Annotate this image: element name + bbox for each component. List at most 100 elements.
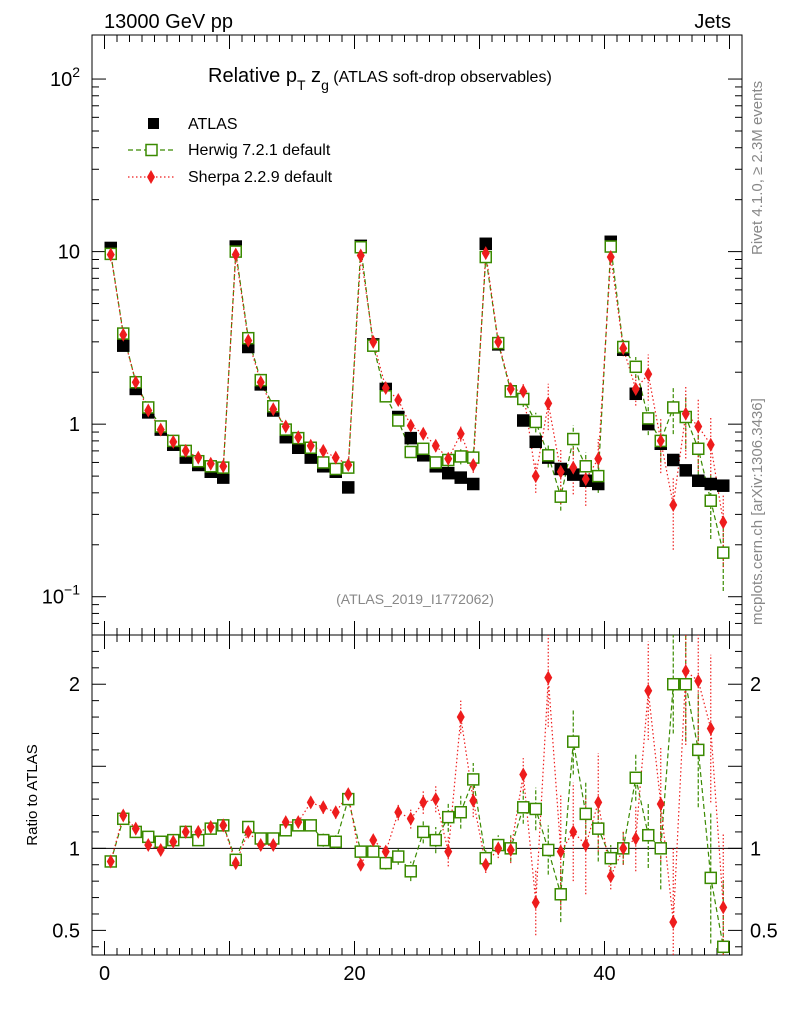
herwig-ratio-point: [329, 835, 342, 849]
sherpa-ratio-point: [194, 824, 203, 839]
sherpa-point: [669, 498, 678, 513]
herwig-point: [392, 414, 405, 427]
sherpa-point: [319, 443, 328, 458]
sherpa-point: [206, 456, 215, 471]
sherpa-point: [656, 433, 665, 448]
sherpa-ratio-point: [656, 797, 665, 812]
sherpa-ratio-point: [469, 793, 478, 808]
herwig-point: [554, 490, 567, 503]
sherpa-point: [331, 450, 340, 465]
sherpa-point: [581, 472, 590, 487]
sherpa-point: [556, 464, 565, 479]
sherpa-ratio-point: [619, 841, 628, 856]
mcplots-label: mcplots.cern.ch [arXiv:1306.3436]: [749, 398, 766, 625]
sherpa-ratio-point: [106, 854, 115, 869]
herwig-ratio-point: [317, 833, 330, 847]
sherpa-ratio-point: [344, 787, 353, 802]
sherpa-ratio-point: [531, 895, 540, 910]
sherpa-point: [344, 457, 353, 472]
atlas-point: [717, 479, 730, 492]
herwig-point: [429, 456, 442, 469]
legend-sherpa-marker: [147, 170, 155, 184]
sherpa-ratio-point: [494, 841, 503, 856]
herwig-ratio-point: [717, 940, 730, 954]
header-right: Jets: [694, 11, 731, 33]
ratio-tick-label-left: 0.5: [52, 920, 80, 942]
herwig-point: [454, 450, 467, 463]
sherpa-point: [131, 375, 140, 390]
legend-atlas-label: ATLAS: [188, 116, 238, 133]
sherpa-ratio-point: [319, 800, 328, 815]
y-tick-label: 102: [50, 64, 80, 91]
herwig-ratio-point: [467, 773, 480, 786]
sherpa-point: [156, 422, 165, 437]
legend: ATLAS Herwig 7.2.1 default Sherpa 2.2.9 …: [128, 116, 333, 186]
ratio-axis-label: Ratio to ATLAS: [24, 744, 41, 845]
ratio-tick-label-left: 2: [69, 674, 80, 696]
sherpa-point: [644, 367, 653, 382]
sherpa-ratio-point: [256, 838, 265, 853]
sherpa-ratio-point: [606, 869, 615, 884]
sherpa-ratio-line: [110, 669, 724, 923]
y-tick-label: 1: [69, 414, 80, 436]
sherpa-point: [431, 438, 440, 453]
sherpa-point: [406, 418, 415, 433]
herwig-ratio-point: [542, 843, 555, 857]
sherpa-ratio-point: [219, 818, 228, 833]
sherpa-ratio-point: [356, 857, 365, 872]
sherpa-point: [544, 396, 553, 411]
sherpa-ratio-point: [719, 900, 728, 915]
atlas-point: [442, 466, 455, 480]
sherpa-ratio-point: [281, 815, 290, 830]
sherpa-point: [706, 437, 715, 452]
sherpa-point: [256, 375, 265, 390]
atlas-point: [517, 414, 530, 427]
herwig-ratio-point: [454, 805, 467, 819]
sherpa-ratio-point: [706, 721, 715, 736]
x-tick-label: 20: [343, 963, 365, 985]
atlas-point: [529, 435, 542, 449]
header-left: 13000 GeV pp: [104, 11, 233, 33]
atlas-point: [454, 471, 467, 484]
sherpa-ratio-point: [169, 834, 178, 849]
herwig-ratio-point: [354, 845, 367, 858]
sherpa-point: [631, 381, 640, 396]
herwig-point: [629, 360, 642, 374]
sherpa-ratio-point: [144, 838, 153, 853]
herwig-ratio-point: [592, 822, 605, 835]
herwig-point: [667, 401, 680, 414]
sherpa-point: [294, 430, 303, 445]
ratio-tick-label-right: 2: [750, 674, 761, 696]
sherpa-ratio-point: [119, 808, 128, 823]
herwig-point: [692, 442, 705, 456]
sherpa-ratio-point: [431, 792, 440, 807]
sherpa-point: [231, 247, 240, 262]
herwig-ratio-point: [642, 828, 655, 842]
herwig-ratio-point: [529, 802, 542, 816]
herwig-ratio-point: [567, 735, 580, 748]
herwig-ratio-point: [604, 851, 617, 865]
herwig-ratio-point: [442, 810, 455, 824]
herwig-ratio-point: [579, 807, 592, 821]
herwig-ratio-point: [554, 888, 567, 901]
herwig-point: [417, 442, 430, 456]
sherpa-point: [106, 247, 115, 262]
herwig-ratio-point: [379, 856, 392, 870]
legend-herwig-marker: [145, 143, 158, 157]
legend-herwig-label: Herwig 7.2.1 default: [188, 142, 331, 159]
sherpa-point: [619, 341, 628, 356]
sherpa-ratio-point: [669, 915, 678, 930]
herwig-point: [592, 469, 605, 483]
sherpa-point: [481, 246, 490, 261]
sherpa-point: [469, 457, 478, 472]
sherpa-ratio-point: [181, 824, 190, 839]
atlas-point: [704, 477, 717, 491]
sherpa-ratio-point: [594, 795, 603, 810]
sherpa-point: [144, 403, 153, 418]
x-tick-label: 0: [99, 963, 110, 985]
sherpa-ratio-point: [681, 664, 690, 679]
sherpa-point: [244, 333, 253, 348]
sherpa-point: [194, 450, 203, 465]
herwig-ratio-point: [704, 871, 717, 885]
